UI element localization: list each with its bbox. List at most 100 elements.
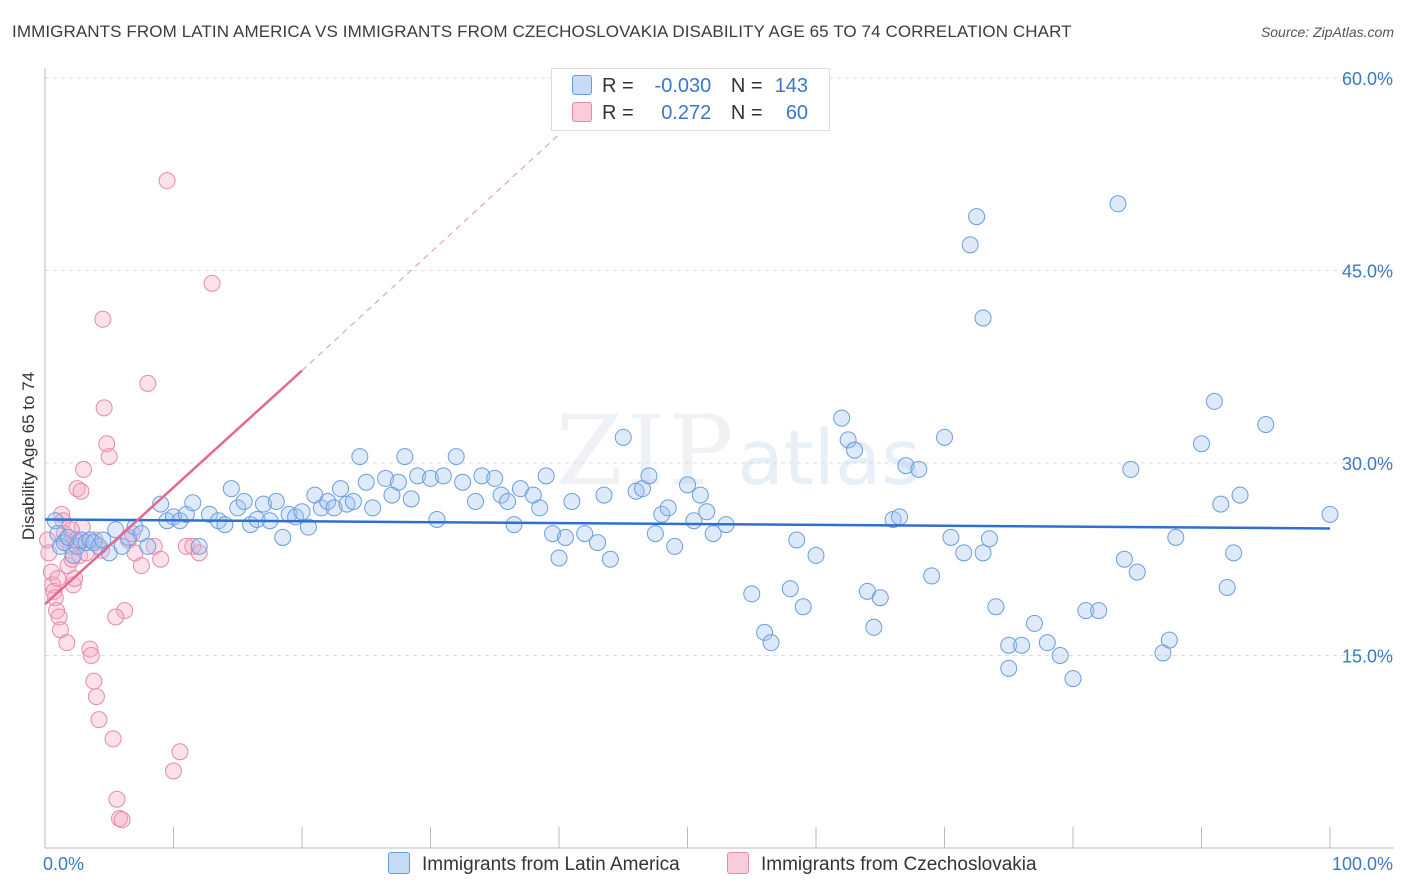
latin-america-point xyxy=(190,537,208,555)
latin-america-point xyxy=(492,486,510,504)
latin-america-point xyxy=(1038,634,1056,652)
latin-america-point xyxy=(139,537,157,555)
latin-america-point xyxy=(756,623,774,641)
legend-r-label: R = xyxy=(602,102,634,124)
legend-n-label: N = xyxy=(730,75,763,97)
latin-america-point xyxy=(762,634,780,652)
latin-america-point xyxy=(974,309,992,327)
y-axis-title: Disability Age 65 to 74 xyxy=(19,372,38,540)
czechoslovakia-point xyxy=(116,602,134,620)
latin-america-point xyxy=(839,431,857,449)
latin-america-point xyxy=(377,469,395,487)
latin-america-point xyxy=(254,495,272,513)
czechoslovakia-point xyxy=(82,647,100,664)
latin-america-point xyxy=(955,544,973,562)
latin-america-point xyxy=(563,493,581,510)
trend-lines xyxy=(44,134,1331,606)
latin-america-point xyxy=(743,585,761,603)
czechoslovakia-point xyxy=(165,762,182,780)
legend-r-label: R = xyxy=(602,75,634,97)
latin-america-point xyxy=(537,467,555,485)
czechoslovakia-point xyxy=(94,310,112,328)
czechoslovakia-point xyxy=(104,730,122,748)
bottom-legend-label: Immigrants from Czechoslovakia xyxy=(761,854,1037,875)
czechoslovakia-point xyxy=(139,374,157,392)
latin-america-point xyxy=(1231,486,1249,504)
latin-america-point xyxy=(704,525,722,543)
latin-america-point xyxy=(312,499,330,517)
bottom-legend-swatch-blue xyxy=(388,852,410,874)
latin-america-point xyxy=(325,499,343,517)
latin-america-point xyxy=(897,457,915,475)
czechoslovakia-point xyxy=(203,274,221,292)
axes xyxy=(44,68,1394,849)
latin-america-point xyxy=(788,531,806,549)
latin-america-point xyxy=(865,618,883,636)
latin-america-point xyxy=(936,428,953,446)
bottom-legend-latin-america: Immigrants from Latin America xyxy=(388,852,680,876)
latin-america-point xyxy=(152,495,170,513)
latin-america-point xyxy=(466,493,484,510)
latin-america-point xyxy=(216,516,234,534)
latin-america-point xyxy=(1160,631,1178,649)
latin-america-point xyxy=(550,549,568,567)
chart-title: IMMIGRANTS FROM LATIN AMERICA VS IMMIGRA… xyxy=(12,22,1072,41)
latin-america-point xyxy=(422,469,439,487)
latin-america-point xyxy=(942,528,960,546)
legend-n-value: 60 xyxy=(785,102,809,124)
latin-america-trend-line xyxy=(44,518,1331,530)
watermark-atlas: atlas xyxy=(737,413,921,502)
latin-america-point xyxy=(267,493,285,510)
latin-america-point xyxy=(447,448,465,466)
latin-america-point xyxy=(319,493,337,510)
czechoslovakia-point xyxy=(87,688,105,706)
latin-america-point xyxy=(1077,602,1095,620)
latin-america-point xyxy=(794,598,812,616)
latin-america-point xyxy=(505,516,523,534)
latin-america-point xyxy=(59,528,77,546)
latin-america-point xyxy=(1000,636,1018,654)
latin-america-point xyxy=(871,589,889,607)
latin-america-point xyxy=(1128,563,1146,581)
latin-america-point xyxy=(486,469,504,487)
latin-america-point xyxy=(248,510,266,528)
czechoslovakia-point xyxy=(45,582,63,600)
latin-america-point xyxy=(184,494,202,512)
latin-america-point xyxy=(434,467,452,485)
latin-america-point xyxy=(691,486,709,504)
latin-america-point xyxy=(499,493,517,510)
latin-america-point xyxy=(235,493,253,510)
czechoslovakia-point xyxy=(95,399,113,417)
latin-america-point xyxy=(428,510,446,528)
y-tick-label: 45.0% xyxy=(1342,262,1393,282)
latin-america-point xyxy=(454,473,472,491)
czechoslovakia-point xyxy=(108,790,126,808)
latin-america-point xyxy=(1025,614,1043,632)
bottom-legend-czechoslovakia: Immigrants from Czechoslovakia xyxy=(727,852,1037,876)
czechoslovakia-point xyxy=(90,711,108,729)
latin-america-point xyxy=(1225,544,1243,562)
legend-row-latin-america: R = -0.030 N = 143 xyxy=(572,75,808,99)
latin-america-point xyxy=(531,499,549,517)
czechoslovakia-point xyxy=(72,482,90,500)
latin-america-point xyxy=(293,503,311,521)
latin-america-point xyxy=(556,528,574,546)
grid-lines xyxy=(45,77,1394,656)
latin-america-point xyxy=(980,530,998,548)
czechoslovakia-point xyxy=(85,672,103,690)
czechoslovakia-point xyxy=(132,557,150,575)
y-tick-label: 15.0% xyxy=(1342,647,1393,667)
latin-america-point xyxy=(1218,578,1236,596)
latin-america-point xyxy=(1013,636,1031,654)
latin-america-point xyxy=(1115,550,1133,568)
latin-america-point xyxy=(113,537,131,555)
latin-america-point xyxy=(200,505,218,523)
latin-america-point xyxy=(614,428,632,446)
latin-america-point xyxy=(659,499,677,517)
czechoslovakia-point xyxy=(184,537,202,555)
latin-america-point xyxy=(666,537,684,555)
chart-source: Source: ZipAtlas.com xyxy=(1260,24,1394,40)
latin-america-point xyxy=(807,546,825,564)
czechoslovakia-point xyxy=(42,563,60,581)
